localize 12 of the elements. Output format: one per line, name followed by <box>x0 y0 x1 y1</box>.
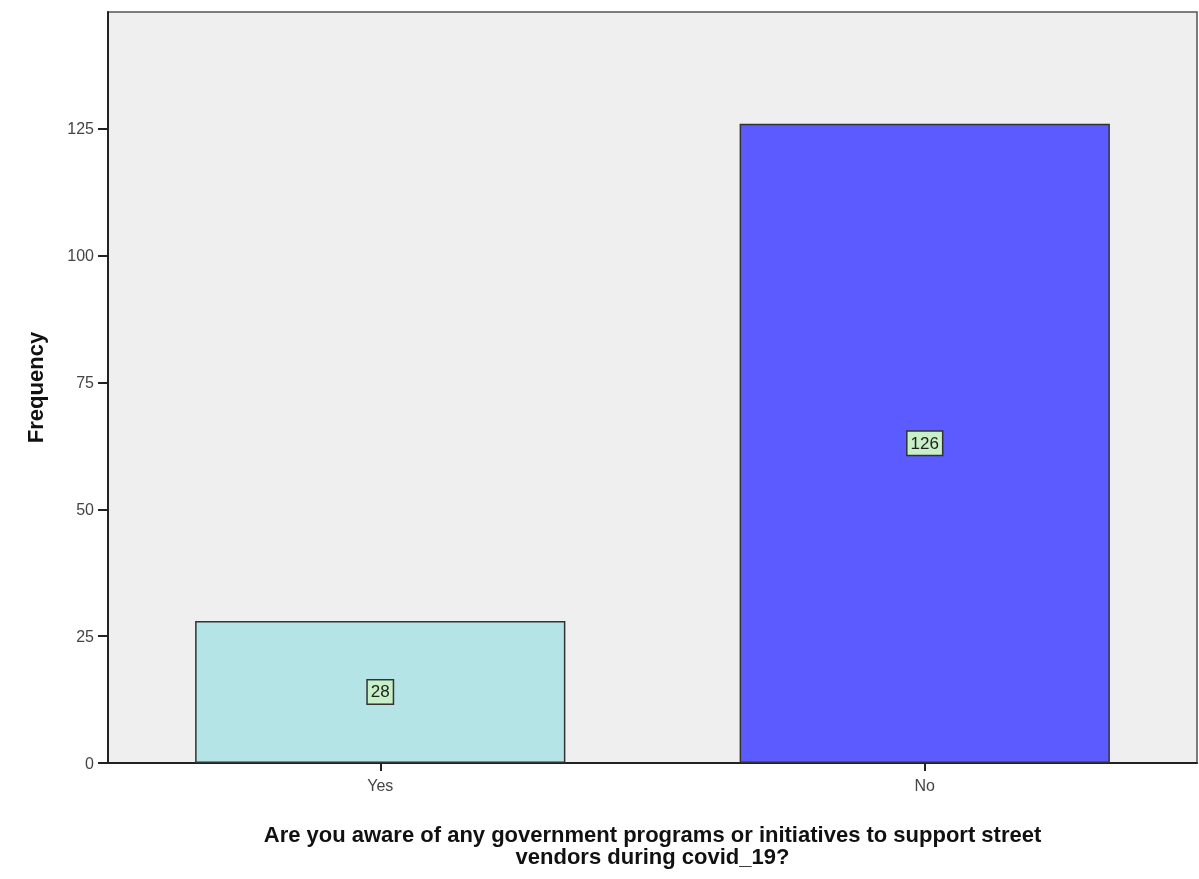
x-tick-label: Yes <box>367 776 394 794</box>
y-tick-label: 100 <box>67 247 95 265</box>
y-tick-label: 125 <box>67 120 95 138</box>
y-axis-title: Frequency <box>22 331 48 444</box>
y-tick-label: 75 <box>76 373 95 391</box>
y-tick-label: 25 <box>76 627 95 645</box>
y-tick-label: 0 <box>85 754 95 772</box>
data-label: 126 <box>910 433 939 453</box>
x-tick-label: No <box>914 776 936 794</box>
y-tick-label: 50 <box>76 500 95 518</box>
data-label: 28 <box>370 682 390 702</box>
x-axis-title: Are you aware of any government programs or initiatives to support street vendors during covid_19? <box>263 821 1042 869</box>
